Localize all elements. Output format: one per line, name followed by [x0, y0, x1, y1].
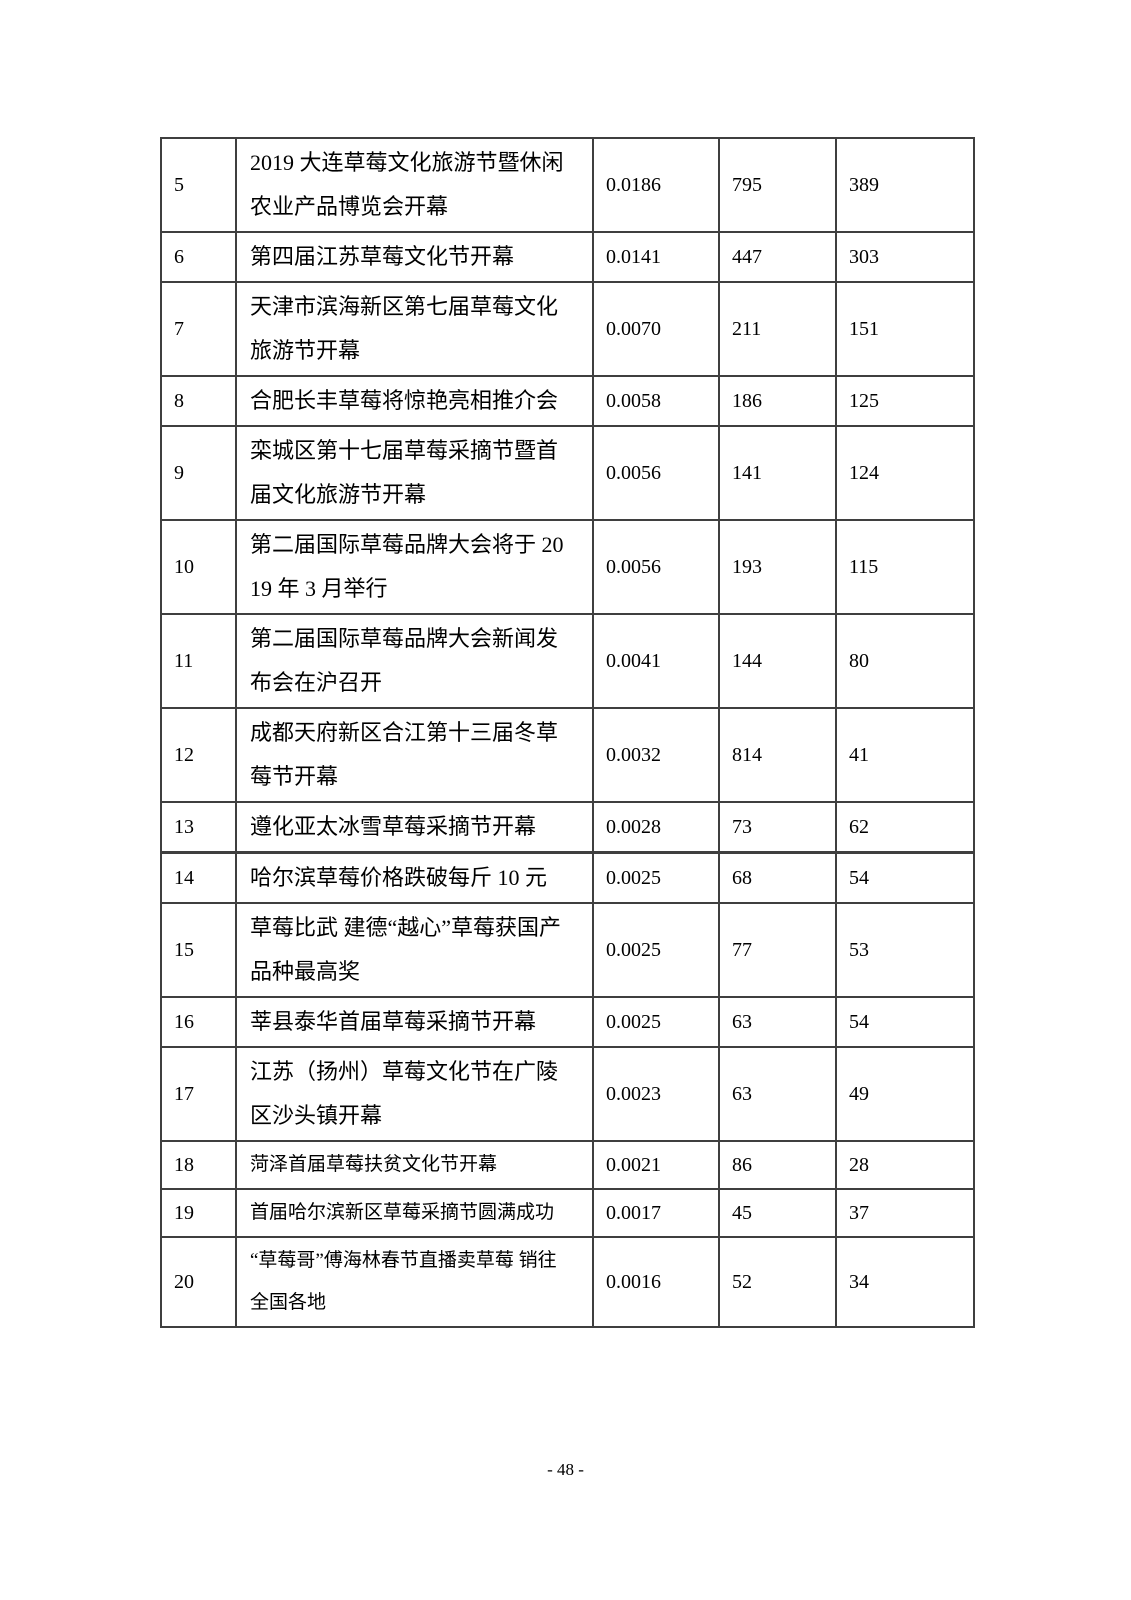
value2-cell: 49	[835, 1046, 975, 1142]
table-row: 6 第四届江苏草莓文化节开幕 0.0141 447 303	[160, 231, 975, 283]
value1-cell: 63	[718, 996, 837, 1048]
value2-cell: 303	[835, 231, 975, 283]
news-title-cell: 合肥长丰草莓将惊艳亮相推介会	[235, 375, 594, 427]
news-title-cell: 2019 大连草莓文化旅游节暨休闲农业产品博览会开幕	[235, 137, 594, 233]
news-title-cell: 第二届国际草莓品牌大会新闻发布会在沪召开	[235, 613, 594, 709]
value1-cell: 795	[718, 137, 837, 233]
table-row: 20 “草莓哥”傅海林春节直播卖草莓 销往全国各地 0.0016 52 34	[160, 1236, 975, 1328]
news-title-cell: 天津市滨海新区第七届草莓文化旅游节开幕	[235, 281, 594, 377]
news-title-cell: 第二届国际草莓品牌大会将于 2019 年 3 月举行	[235, 519, 594, 615]
row-number-cell: 15	[160, 902, 237, 998]
value2-cell: 41	[835, 707, 975, 803]
table-row: 10 第二届国际草莓品牌大会将于 2019 年 3 月举行 0.0056 193 115	[160, 519, 975, 615]
ratio-cell: 0.0025	[592, 902, 720, 998]
value1-cell: 447	[718, 231, 837, 283]
value2-cell: 34	[835, 1236, 975, 1328]
ratio-cell: 0.0056	[592, 425, 720, 521]
table-row: 5 2019 大连草莓文化旅游节暨休闲农业产品博览会开幕 0.0186 795 389	[160, 137, 975, 233]
row-number-cell: 9	[160, 425, 237, 521]
value2-cell: 151	[835, 281, 975, 377]
table-row: 17 江苏（扬州）草莓文化节在广陵区沙头镇开幕 0.0023 63 49	[160, 1046, 975, 1142]
news-title-cell: 成都天府新区合江第十三届冬草莓节开幕	[235, 707, 594, 803]
table-row: 19 首届哈尔滨新区草莓采摘节圆满成功 0.0017 45 37	[160, 1188, 975, 1238]
value1-cell: 52	[718, 1236, 837, 1328]
news-title-cell: 第四届江苏草莓文化节开幕	[235, 231, 594, 283]
ratio-cell: 0.0141	[592, 231, 720, 283]
ratio-cell: 0.0058	[592, 375, 720, 427]
row-number-cell: 12	[160, 707, 237, 803]
row-number-cell: 18	[160, 1140, 237, 1190]
ratio-cell: 0.0186	[592, 137, 720, 233]
value1-cell: 86	[718, 1140, 837, 1190]
value1-cell: 814	[718, 707, 837, 803]
news-ranking-table: 5 2019 大连草莓文化旅游节暨休闲农业产品博览会开幕 0.0186 795 389 6…	[160, 137, 975, 1328]
news-title-cell: 遵化亚太冰雪草莓采摘节开幕	[235, 801, 594, 854]
row-number-cell: 11	[160, 613, 237, 709]
table-row: 15 草莓比武 建德“越心”草莓获国产品种最高奖 0.0025 77 53	[160, 902, 975, 998]
news-title-cell: 草莓比武 建德“越心”草莓获国产品种最高奖	[235, 902, 594, 998]
value1-cell: 141	[718, 425, 837, 521]
value1-cell: 73	[718, 801, 837, 854]
row-number-cell: 6	[160, 231, 237, 283]
ratio-cell: 0.0025	[592, 851, 720, 904]
table-row: 7 天津市滨海新区第七届草莓文化旅游节开幕 0.0070 211 151	[160, 281, 975, 377]
row-number-cell: 20	[160, 1236, 237, 1328]
table-row: 11 第二届国际草莓品牌大会新闻发布会在沪召开 0.0041 144 80	[160, 613, 975, 709]
value2-cell: 62	[835, 801, 975, 854]
news-title-cell: 哈尔滨草莓价格跌破每斤 10 元	[235, 851, 594, 904]
value2-cell: 125	[835, 375, 975, 427]
news-title-cell: “草莓哥”傅海林春节直播卖草莓 销往全国各地	[235, 1236, 594, 1328]
value2-cell: 28	[835, 1140, 975, 1190]
row-number-cell: 13	[160, 801, 237, 854]
value2-cell: 53	[835, 902, 975, 998]
value1-cell: 77	[718, 902, 837, 998]
table-row: 16 莘县泰华首届草莓采摘节开幕 0.0025 63 54	[160, 996, 975, 1048]
table-row: 14 哈尔滨草莓价格跌破每斤 10 元 0.0025 68 54	[160, 851, 975, 904]
row-number-cell: 14	[160, 851, 237, 904]
ratio-cell: 0.0041	[592, 613, 720, 709]
ratio-cell: 0.0017	[592, 1188, 720, 1238]
row-number-cell: 10	[160, 519, 237, 615]
value2-cell: 389	[835, 137, 975, 233]
value1-cell: 68	[718, 851, 837, 904]
value2-cell: 115	[835, 519, 975, 615]
row-number-cell: 5	[160, 137, 237, 233]
table-row: 12 成都天府新区合江第十三届冬草莓节开幕 0.0032 814 41	[160, 707, 975, 803]
ratio-cell: 0.0023	[592, 1046, 720, 1142]
news-title-cell: 江苏（扬州）草莓文化节在广陵区沙头镇开幕	[235, 1046, 594, 1142]
row-number-cell: 16	[160, 996, 237, 1048]
news-title-cell: 菏泽首届草莓扶贫文化节开幕	[235, 1140, 594, 1190]
row-number-cell: 8	[160, 375, 237, 427]
row-number-cell: 7	[160, 281, 237, 377]
news-title-cell: 栾城区第十七届草莓采摘节暨首届文化旅游节开幕	[235, 425, 594, 521]
table-row: 18 菏泽首届草莓扶贫文化节开幕 0.0021 86 28	[160, 1140, 975, 1190]
ratio-cell: 0.0032	[592, 707, 720, 803]
value2-cell: 54	[835, 996, 975, 1048]
news-title-cell: 首届哈尔滨新区草莓采摘节圆满成功	[235, 1188, 594, 1238]
value1-cell: 211	[718, 281, 837, 377]
value2-cell: 80	[835, 613, 975, 709]
table-row: 13 遵化亚太冰雪草莓采摘节开幕 0.0028 73 62	[160, 801, 975, 854]
news-title-cell: 莘县泰华首届草莓采摘节开幕	[235, 996, 594, 1048]
value2-cell: 37	[835, 1188, 975, 1238]
ratio-cell: 0.0028	[592, 801, 720, 854]
value1-cell: 193	[718, 519, 837, 615]
value1-cell: 144	[718, 613, 837, 709]
table-row: 9 栾城区第十七届草莓采摘节暨首届文化旅游节开幕 0.0056 141 124	[160, 425, 975, 521]
page-number: - 48 -	[547, 1460, 584, 1479]
ratio-cell: 0.0070	[592, 281, 720, 377]
table-row: 8 合肥长丰草莓将惊艳亮相推介会 0.0058 186 125	[160, 375, 975, 427]
ratio-cell: 0.0025	[592, 996, 720, 1048]
ratio-cell: 0.0016	[592, 1236, 720, 1328]
value1-cell: 63	[718, 1046, 837, 1142]
row-number-cell: 17	[160, 1046, 237, 1142]
ratio-cell: 0.0056	[592, 519, 720, 615]
value1-cell: 45	[718, 1188, 837, 1238]
row-number-cell: 19	[160, 1188, 237, 1238]
ratio-cell: 0.0021	[592, 1140, 720, 1190]
value2-cell: 124	[835, 425, 975, 521]
value1-cell: 186	[718, 375, 837, 427]
value2-cell: 54	[835, 851, 975, 904]
